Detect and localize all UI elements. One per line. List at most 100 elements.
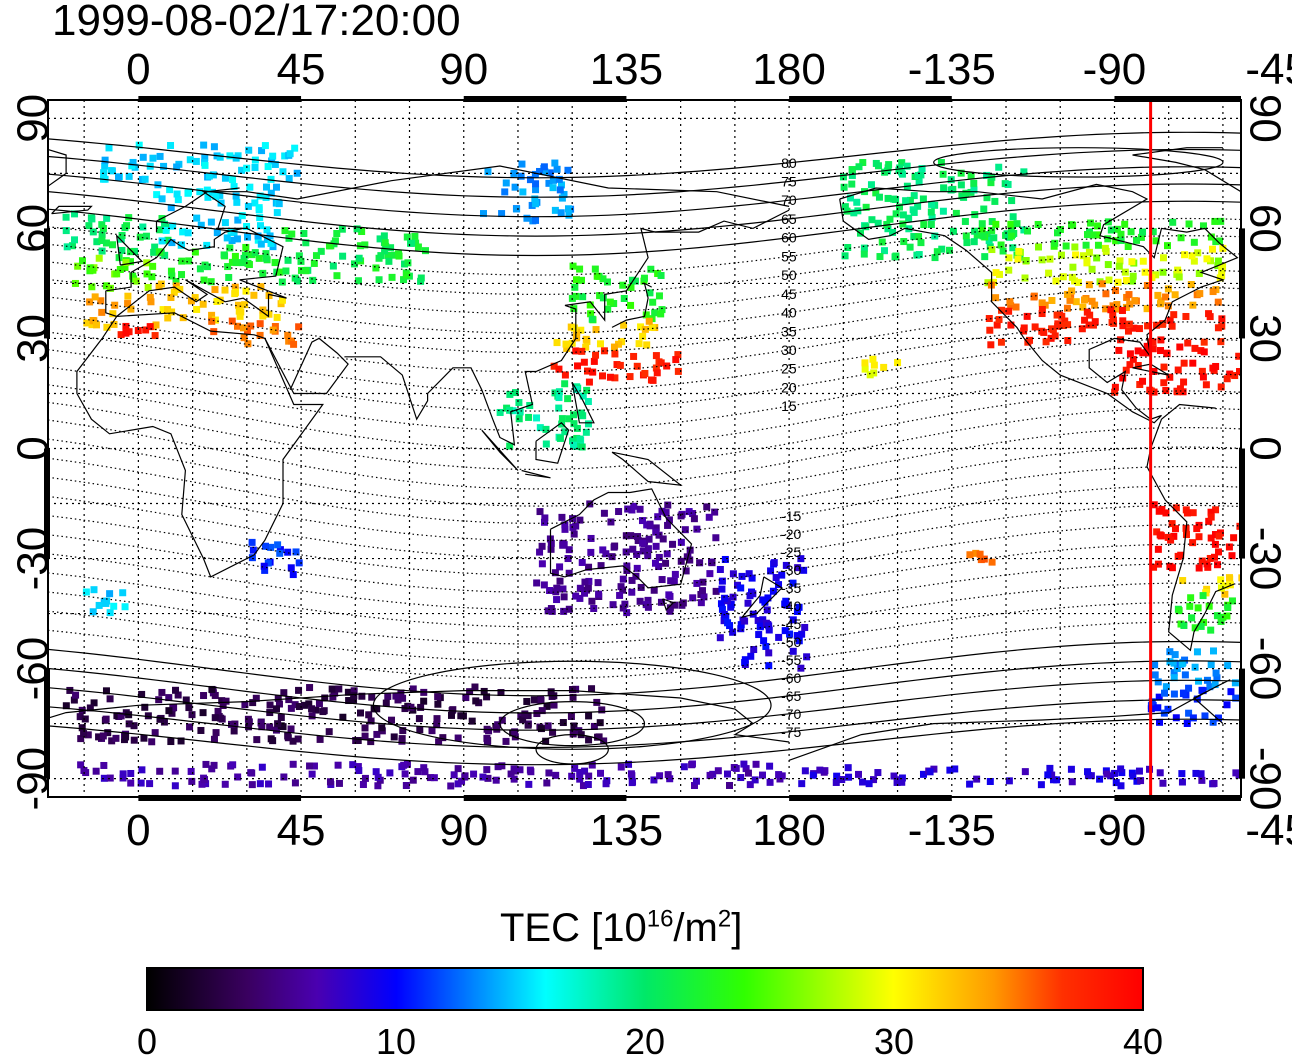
tec-cell xyxy=(1180,359,1188,367)
tec-cell xyxy=(572,276,580,284)
tec-cell xyxy=(1012,303,1020,311)
tec-cell xyxy=(843,207,851,215)
tec-cell xyxy=(1109,316,1117,324)
tec-cell xyxy=(585,736,593,744)
tec-cell xyxy=(859,778,867,786)
tec-cell xyxy=(243,328,251,336)
tec-cell xyxy=(293,169,301,177)
tec-cell xyxy=(1102,290,1110,298)
tec-cell xyxy=(144,712,152,720)
tec-cell xyxy=(1207,626,1215,634)
tec-cell xyxy=(633,362,641,370)
tec-cell xyxy=(102,282,110,290)
tec-cell xyxy=(1121,268,1129,276)
tec-cell xyxy=(1069,221,1077,229)
tec-cell xyxy=(148,273,156,281)
tec-cell xyxy=(273,209,281,217)
tec-cell xyxy=(1113,305,1121,313)
tec-cell xyxy=(621,600,629,608)
bottom-lon-label: 45 xyxy=(277,806,326,855)
tec-cell xyxy=(1154,678,1162,686)
tec-cell xyxy=(538,707,546,715)
tec-cell xyxy=(626,373,634,381)
tec-cell xyxy=(1254,611,1261,618)
tec-cell xyxy=(1206,554,1214,562)
tec-cell xyxy=(593,272,601,280)
tec-cell xyxy=(1175,273,1183,281)
tec-cell xyxy=(174,691,182,699)
tec-cell xyxy=(1211,217,1219,225)
tec-cell xyxy=(409,685,417,693)
tec-cell xyxy=(926,768,934,776)
tec-cell xyxy=(646,522,654,530)
tec-cell xyxy=(71,279,79,287)
tec-cell xyxy=(294,735,302,743)
tec-cell xyxy=(561,371,569,379)
tec-cell xyxy=(933,248,941,256)
tec-cell xyxy=(492,776,500,784)
tec-cell xyxy=(95,254,103,262)
tec-cell xyxy=(274,541,282,549)
tec-cell xyxy=(338,225,346,233)
tec-cell xyxy=(582,335,590,343)
tec-cell xyxy=(761,598,769,606)
tec-cell xyxy=(631,277,639,285)
tec-cell xyxy=(619,586,627,594)
tec-cell xyxy=(329,262,337,270)
tec-cell xyxy=(973,775,981,783)
top-lon-label: 45 xyxy=(277,45,326,94)
tec-cell xyxy=(519,716,527,724)
tec-cell xyxy=(1118,769,1126,777)
tec-cell xyxy=(579,293,587,301)
tec-cell xyxy=(664,771,672,779)
tec-cell xyxy=(244,340,252,348)
tec-cell xyxy=(611,374,619,382)
tec-cell xyxy=(553,584,561,592)
tec-cell xyxy=(781,600,789,608)
bottom-lon-label: 180 xyxy=(752,806,825,855)
tec-cell xyxy=(350,260,358,268)
tec-cell xyxy=(404,259,412,267)
tec-cell xyxy=(692,777,700,785)
tec-cell xyxy=(229,176,237,184)
tec-cell xyxy=(599,275,607,283)
tec-cell xyxy=(1057,251,1065,259)
tec-cell xyxy=(642,311,650,319)
tec-cell xyxy=(1195,677,1203,685)
tec-cell xyxy=(1084,768,1092,776)
tec-cell xyxy=(306,684,314,692)
tec-cell xyxy=(947,186,955,194)
tec-cell xyxy=(565,569,573,577)
tec-cell xyxy=(616,591,624,599)
tec-cell xyxy=(291,779,299,787)
tec-cell xyxy=(552,588,560,596)
tec-cell xyxy=(1139,377,1147,385)
tec-cell xyxy=(381,239,389,247)
tec-cell xyxy=(997,241,1005,249)
tec-cell xyxy=(1156,531,1164,539)
bottom-lon-label: 135 xyxy=(590,806,663,855)
tec-cell xyxy=(919,195,927,203)
tec-cell xyxy=(750,646,758,654)
tec-cell xyxy=(1133,236,1141,244)
tec-cell xyxy=(1154,291,1162,299)
tec-cell xyxy=(653,369,661,377)
tec-cell xyxy=(570,411,578,419)
tec-cell xyxy=(177,737,185,745)
tec-cell xyxy=(1195,564,1203,572)
tec-cell xyxy=(564,555,572,563)
tec-cell xyxy=(711,508,719,516)
tec-cell xyxy=(507,770,515,778)
tec-cell xyxy=(576,516,584,524)
tec-cell xyxy=(655,292,663,300)
tec-cell xyxy=(259,269,267,277)
tec-cell xyxy=(748,574,756,582)
mlat-contour xyxy=(48,235,1241,296)
tec-cell xyxy=(689,594,697,602)
tec-cell xyxy=(245,146,253,154)
tec-cell xyxy=(627,301,635,309)
tec-cell xyxy=(1197,770,1205,778)
tec-cell xyxy=(899,211,907,219)
tec-cell xyxy=(1214,257,1222,265)
tec-cell xyxy=(1217,338,1225,346)
